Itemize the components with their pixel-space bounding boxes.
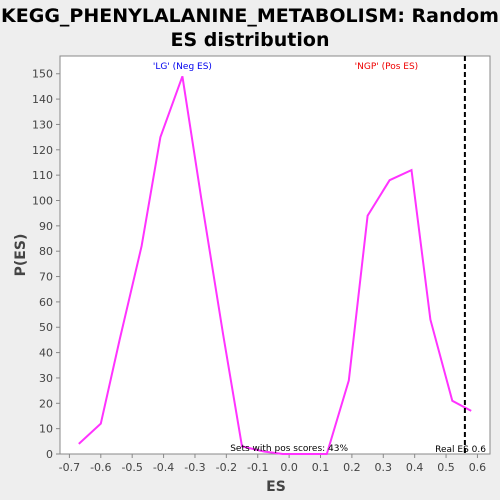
y-tick-label: 70	[39, 271, 53, 284]
y-tick-label: 0	[46, 448, 53, 461]
x-tick-label: -0.5	[121, 461, 142, 474]
x-tick-label: -0.1	[247, 461, 268, 474]
y-tick-label: 80	[39, 245, 53, 258]
y-tick-label: 150	[32, 68, 53, 81]
x-tick-label: -0.7	[59, 461, 80, 474]
y-tick-label: 90	[39, 220, 53, 233]
neg-es-label: 'LG' (Neg ES)	[153, 62, 212, 72]
y-tick-label: 60	[39, 296, 53, 309]
pos-es-label: 'NGP' (Pos ES)	[355, 62, 419, 72]
x-tick-label: 0.0	[280, 461, 298, 474]
real-es-label: Real ES 0.6	[435, 445, 486, 455]
y-axis-ticks: 0 10 20 30 40 50 60 70 80 90 100 110 120 130 140 150	[32, 68, 60, 461]
pos-scores-label: Sets with pos scores: 43%	[230, 444, 348, 454]
x-tick-label: 0.3	[375, 461, 393, 474]
x-tick-label: -0.3	[184, 461, 205, 474]
x-tick-label: 0.4	[406, 461, 424, 474]
y-tick-label: 40	[39, 347, 53, 360]
y-tick-label: 110	[32, 169, 53, 182]
y-tick-label: 30	[39, 372, 53, 385]
y-axis-label: P(ES)	[13, 234, 29, 277]
chart-title-line1: KEGG_PHENYLALANINE_METABOLISM: Random	[1, 5, 499, 27]
x-axis-label: ES	[266, 479, 286, 495]
x-tick-label: -0.6	[90, 461, 111, 474]
x-tick-label: 0.2	[343, 461, 361, 474]
series-line	[78, 75, 472, 455]
x-tick-label: -0.2	[216, 461, 237, 474]
x-tick-label: -0.4	[153, 461, 174, 474]
x-tick-label: 0.1	[312, 461, 330, 474]
y-tick-label: 140	[32, 93, 53, 106]
y-tick-label: 100	[32, 194, 53, 207]
x-tick-label: 0.5	[437, 461, 455, 474]
y-tick-label: 130	[32, 118, 53, 131]
y-tick-label: 120	[32, 144, 53, 157]
y-tick-label: 50	[39, 321, 53, 334]
x-axis-ticks: -0.7 -0.6 -0.5 -0.4 -0.3 -0.2 -0.1 0.0 0.1 0.2 0.3…	[59, 454, 487, 474]
y-tick-label: 20	[39, 397, 53, 410]
chart-title-line2: ES distribution	[171, 29, 330, 51]
y-tick-label: 10	[39, 423, 53, 436]
x-tick-label: 0.6	[469, 461, 487, 474]
plot-area	[59, 55, 491, 455]
